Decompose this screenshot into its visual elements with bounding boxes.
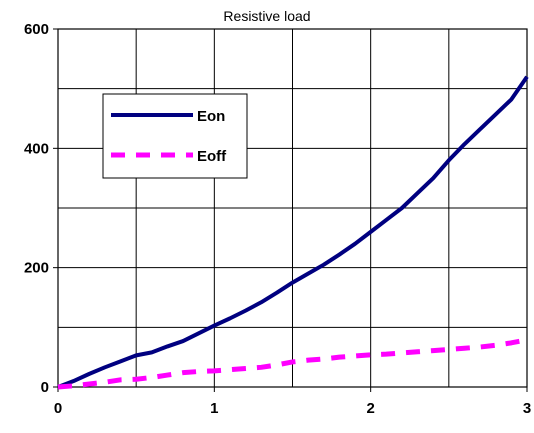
series-layer (57, 75, 529, 390)
legend-label-eon: Eon (197, 108, 225, 125)
plot-area-border (57, 28, 528, 388)
y-tick-label: 600 (24, 21, 49, 38)
axes-layer (53, 28, 528, 392)
y-tick-label: 0 (41, 379, 49, 396)
legend-label-eoff: Eoff (197, 148, 227, 165)
legend: Eon Eoff (102, 93, 248, 179)
series-line-eon (57, 75, 529, 389)
grid-layer (57, 28, 528, 388)
legend-box (102, 93, 248, 179)
x-tick-label: 1 (210, 400, 218, 417)
tick-labels-layer: 0 200 400 600 0 1 2 3 (24, 21, 531, 417)
x-tick-label: 3 (523, 400, 531, 417)
x-tick-label: 0 (54, 400, 62, 417)
series-line-eoff (57, 337, 528, 390)
chart-title: Resistive load (223, 8, 310, 24)
y-tick-label: 200 (24, 260, 49, 277)
x-tick-label: 2 (366, 400, 374, 417)
y-tick-label: 400 (24, 140, 49, 157)
